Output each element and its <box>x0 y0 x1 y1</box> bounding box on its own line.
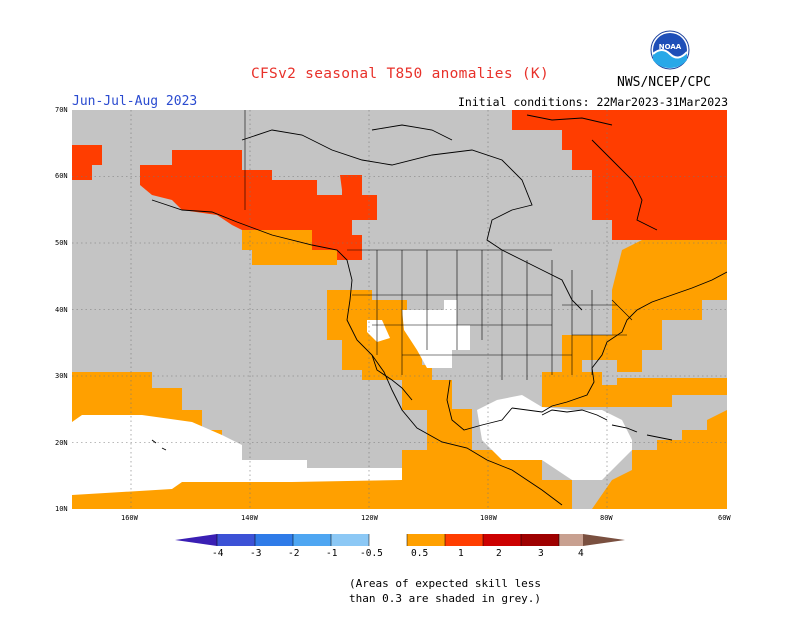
colorbar-segment-0p5-1 <box>407 534 445 546</box>
colorbar-tick-label: 1 <box>458 548 464 559</box>
red-anomaly-regions <box>72 110 727 260</box>
colorbar-segment-lt-minus4 <box>175 534 217 546</box>
logo-text: NOAA <box>659 43 682 51</box>
lon-label-100w: 100W <box>480 514 497 522</box>
colorbar-segment-minus3-minus2 <box>255 534 293 546</box>
map-title: CFSv2 seasonal T850 anomalies (K) <box>251 66 549 82</box>
noaa-logo: NOAA <box>650 30 690 70</box>
lat-label-70n: 70N <box>55 106 68 114</box>
lat-label-10n: 10N <box>55 505 68 513</box>
colorbar-tick-label: -3 <box>250 548 262 559</box>
colorbar-tick-label: 3 <box>538 548 544 559</box>
colorbar-segment-minus1-minus0p5 <box>331 534 369 546</box>
season-label: Jun-Jul-Aug 2023 <box>72 94 198 109</box>
lat-label-30n: 30N <box>55 372 68 380</box>
colorbar <box>175 534 625 546</box>
skill-note: (Areas of expected skill less than 0.3 a… <box>349 576 541 606</box>
skill-note-line-1: (Areas of expected skill less <box>349 577 542 590</box>
colorbar-segment-minus2-minus1 <box>293 534 331 546</box>
colorbar-segment-neutral <box>369 534 407 546</box>
colorbar-segment-gt-4 <box>559 534 583 546</box>
colorbar-arrow-high <box>583 534 625 546</box>
lat-label-60n: 60N <box>55 172 68 180</box>
coastlines <box>151 114 727 506</box>
lat-label-20n: 20N <box>55 439 68 447</box>
colorbar-tick-label: -0.5 <box>360 548 383 559</box>
skill-note-line-2: than 0.3 are shaded in grey.) <box>349 592 542 605</box>
colorbar-tick-label: 0.5 <box>411 548 429 559</box>
white-neutral-regions <box>72 300 632 495</box>
graticule <box>72 110 727 509</box>
colorbar-segment-minus4-minus3 <box>217 534 255 546</box>
lon-label-120w: 120W <box>361 514 378 522</box>
lat-label-40n: 40N <box>55 306 68 314</box>
lon-label-80w: 80W <box>600 514 613 522</box>
initial-conditions-label: Initial conditions: 22Mar2023-31Mar2023 <box>457 95 728 109</box>
anomaly-map <box>72 110 727 509</box>
political-boundaries <box>244 110 633 380</box>
colorbar-tick-label: -2 <box>288 548 300 559</box>
colorbar-tick-label: -4 <box>212 548 224 559</box>
colorbar-tick-label: -1 <box>326 548 338 559</box>
lat-label-50n: 50N <box>55 239 68 247</box>
lon-label-160w: 160W <box>121 514 138 522</box>
lon-label-60w: 60W <box>718 514 731 522</box>
colorbar-tick-label: 4 <box>578 548 584 559</box>
colorbar-segment-1-2 <box>445 534 483 546</box>
colorbar-segment-3-4 <box>521 534 559 546</box>
colorbar-segment-2-3 <box>483 534 521 546</box>
organization-label: NWS/NCEP/CPC <box>617 75 711 90</box>
colorbar-tick-label: 2 <box>496 548 502 559</box>
lon-label-140w: 140W <box>241 514 258 522</box>
